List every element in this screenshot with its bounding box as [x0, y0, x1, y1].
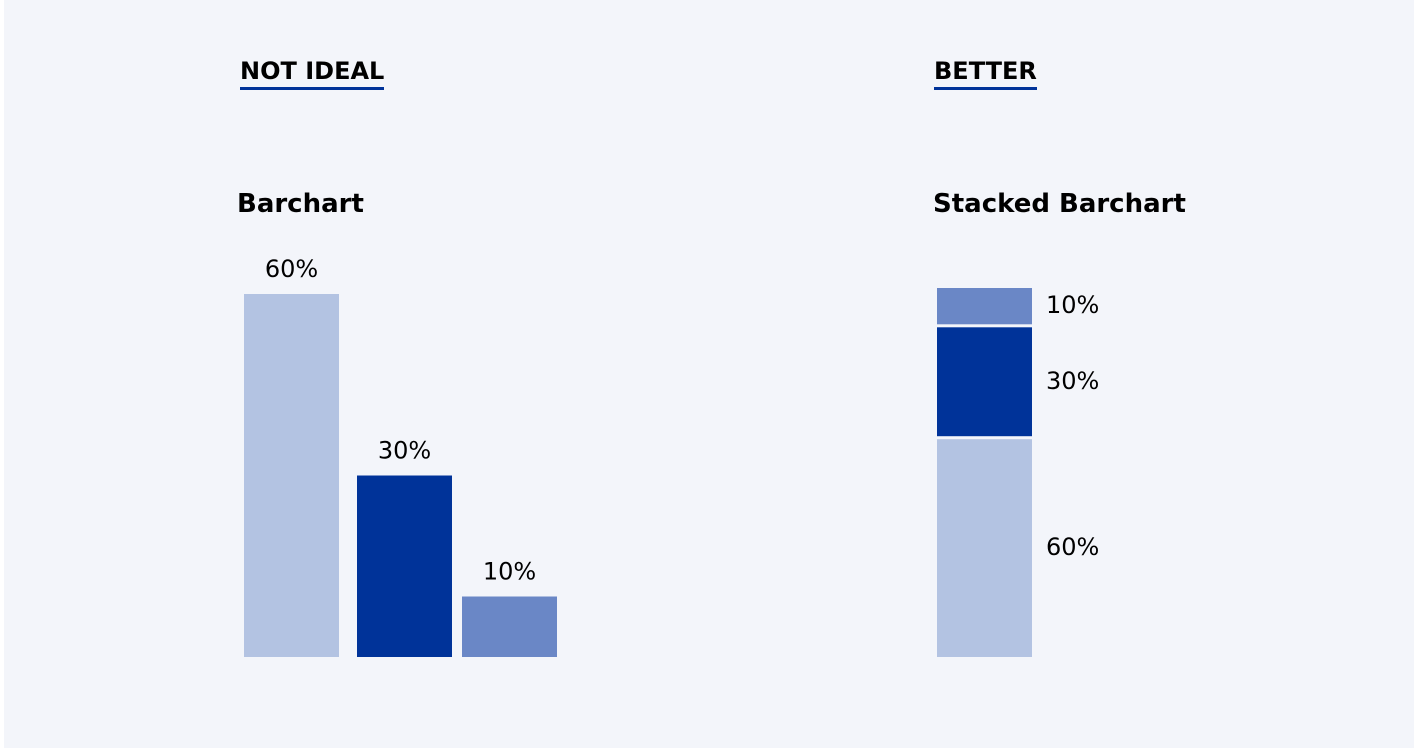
better-heading: BETTER [934, 56, 1037, 90]
stack-label-3: 10% [1046, 291, 1099, 319]
bar-3 [462, 596, 557, 657]
stack-segment-1 [937, 439, 1032, 657]
bar-2 [357, 475, 452, 657]
stack-segment-3 [937, 288, 1032, 325]
stack-label-1: 60% [1046, 533, 1099, 561]
barchart-title: Barchart [237, 189, 364, 219]
slide-canvas: NOT IDEAL BETTER Barchart Stacked Barcha… [4, 0, 1414, 748]
bar-1 [244, 294, 339, 657]
not-ideal-heading: NOT IDEAL [240, 56, 385, 90]
bar-label-3: 10% [483, 558, 536, 586]
bar-label-1: 60% [265, 255, 318, 283]
stacked-barchart-title: Stacked Barchart [933, 189, 1186, 219]
stacked-barchart: 60% 30% 10% [937, 288, 1099, 657]
stack-label-2: 30% [1046, 367, 1099, 395]
stack-segment-2 [937, 327, 1032, 437]
bar-label-2: 30% [378, 437, 431, 465]
barchart: 60% 30% 10% [244, 255, 557, 657]
